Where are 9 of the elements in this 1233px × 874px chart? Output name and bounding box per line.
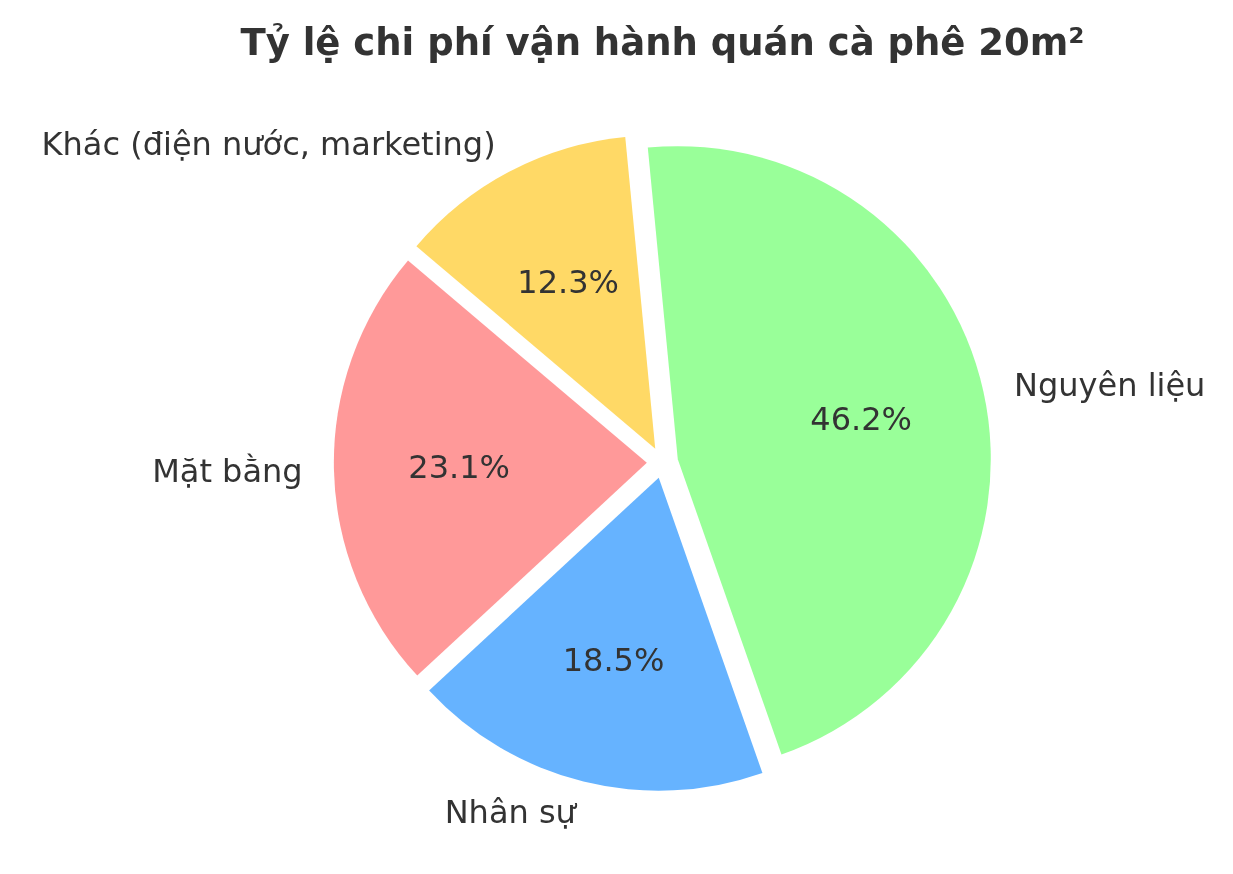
slice-label: Khác (điện nước, marketing)	[41, 124, 496, 163]
slice-label: Nhân sự	[444, 792, 578, 831]
data-label: 12.3%	[517, 263, 620, 302]
data-label: 18.5%	[562, 640, 665, 679]
data-label: 46.2%	[810, 399, 913, 438]
slice-label: Nguyên liệu	[1014, 366, 1206, 405]
chart-title: Tỷ lệ chi phí vận hành quán cà phê 20m²	[240, 21, 1085, 64]
data-label: 23.1%	[408, 448, 510, 487]
slice-label: Mặt bằng	[152, 451, 303, 490]
